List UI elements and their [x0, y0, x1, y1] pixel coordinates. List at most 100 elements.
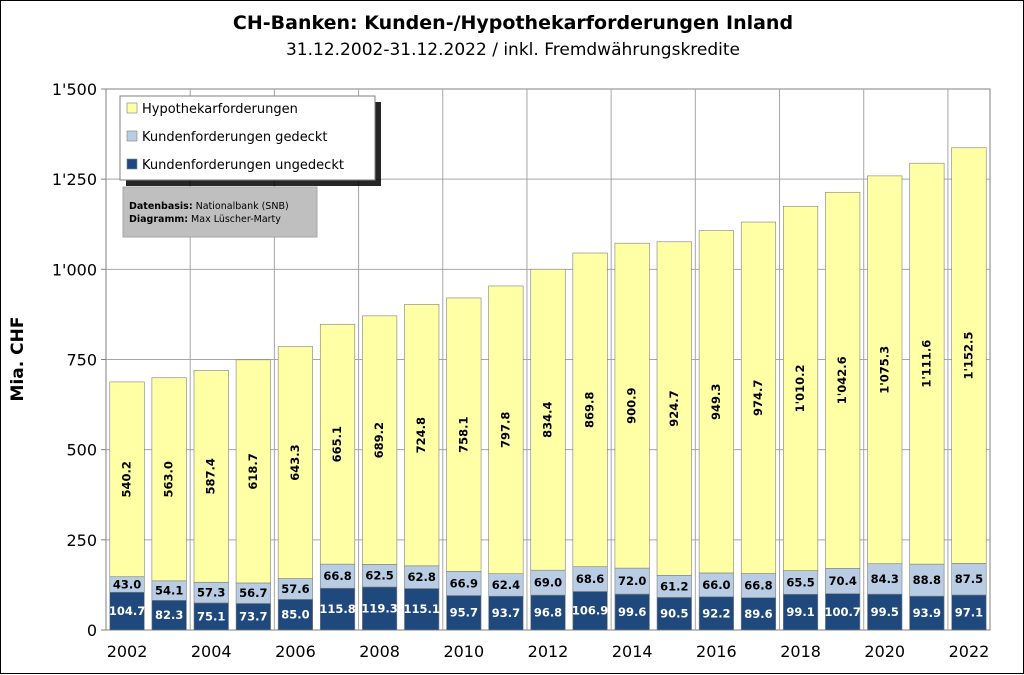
data-label: 43.0: [113, 577, 141, 591]
bar-segment: [109, 591, 145, 631]
bar-segment: [867, 175, 903, 565]
x-tick-label: 2016: [696, 642, 737, 661]
data-label: 97.1: [955, 605, 983, 619]
bar-segment: [319, 563, 356, 589]
info-source-label: Datenbasis:: [129, 201, 193, 212]
info-box-bg: [122, 186, 318, 238]
data-label: 115.8: [319, 602, 355, 616]
data-label: 69.0: [534, 576, 562, 590]
data-label: 62.4: [492, 578, 520, 592]
data-label: 758.1: [456, 416, 470, 452]
data-label: 99.5: [871, 605, 899, 619]
data-label: 689.2: [372, 422, 386, 458]
x-tick-label: 2022: [949, 642, 990, 661]
data-label: 563.0: [162, 461, 176, 497]
bar-segment: [867, 593, 903, 631]
x-tick-label: 2010: [443, 642, 484, 661]
x-tick-label: 2012: [528, 642, 569, 661]
data-label: 70.4: [828, 574, 856, 588]
data-label: 95.7: [450, 606, 478, 620]
bar-segment: [235, 359, 271, 584]
data-label: 1'010.2: [793, 365, 807, 413]
bar-segment: [446, 571, 482, 596]
y-tick-label: 500: [66, 441, 97, 460]
bar-segment: [909, 595, 945, 631]
x-tick-label: 2006: [275, 642, 316, 661]
bar-segment: [235, 603, 271, 631]
data-label: 99.6: [618, 605, 646, 619]
data-label: 54.1: [155, 584, 183, 598]
bar-segment: [319, 587, 356, 631]
bar-segment: [909, 563, 945, 597]
data-label: 1'152.5: [961, 332, 975, 380]
bar-segment: [488, 285, 524, 574]
data-label: 62.5: [365, 569, 393, 583]
data-label: 61.2: [660, 579, 688, 593]
data-label: 106.9: [572, 604, 608, 618]
data-label: 96.8: [534, 606, 562, 620]
data-label: 724.8: [414, 417, 428, 453]
data-label: 93.9: [913, 606, 941, 620]
y-tick-label: 0: [87, 621, 97, 640]
data-label: 68.6: [576, 572, 604, 586]
bar-segment: [404, 304, 440, 567]
x-tick-label: 2020: [864, 642, 905, 661]
bar-segment: [530, 569, 566, 596]
legend: Hypothekarforderungen Kundenforderungen g…: [119, 95, 381, 186]
bar-segment: [193, 370, 229, 583]
data-label: 949.3: [709, 384, 723, 420]
info-box: Datenbasis: Nationalbank (SNB) Diagramm: M…: [122, 186, 318, 238]
legend-label: Kundenforderungen ungedeckt: [142, 158, 344, 173]
axes-group: 0 250 500 750 1'000 1'250 1'500 2002 2004 2006 200…: [52, 80, 989, 661]
legend-label: Hypothekarforderungen: [142, 102, 298, 117]
bar-segment: [193, 602, 229, 631]
data-label: 618.7: [246, 453, 260, 489]
legend-label: Kundenforderungen gedeckt: [142, 130, 327, 145]
bar-segment: [656, 241, 692, 576]
bar-segment: [698, 596, 734, 631]
data-label: 89.6: [744, 607, 772, 621]
info-source-value: Nationalbank (SNB): [196, 201, 289, 212]
bar-segment: [109, 381, 145, 578]
data-label: 540.2: [120, 461, 134, 497]
bar-segment: [151, 600, 187, 631]
x-tick-label: 2008: [359, 642, 400, 661]
data-label: 75.1: [197, 609, 225, 623]
data-label: 84.3: [871, 572, 899, 586]
data-label: 115.1: [404, 602, 440, 616]
bar-segment: [951, 147, 987, 564]
bar-segment: [319, 323, 356, 565]
bar-segment: [825, 567, 861, 594]
bar-segment: [277, 599, 313, 631]
bar-segment: [446, 595, 482, 631]
info-author-value: Max Lüscher-Marty: [191, 214, 281, 225]
bar-segment: [488, 595, 524, 631]
x-tick-label: 2018: [780, 642, 821, 661]
data-label: 924.7: [667, 390, 681, 426]
data-label: 587.4: [204, 458, 218, 494]
bar-segment: [530, 268, 566, 571]
bar-segment: [572, 591, 608, 631]
data-label: 900.9: [625, 387, 639, 423]
y-tick-label: 1'000: [52, 260, 97, 279]
data-label: 73.7: [239, 610, 267, 624]
data-label: 66.9: [450, 576, 478, 590]
data-label: 119.3: [361, 601, 397, 615]
y-tick-label: 750: [66, 351, 97, 370]
bars-group: 104.7 43.0 540.2 82.3 54.1 563.0 75.1 57.3 587.4…: [109, 147, 987, 631]
bar-segment: [151, 377, 187, 582]
y-tick-label: 1'250: [52, 170, 97, 189]
data-label: 92.2: [702, 606, 730, 620]
bar-segment: [951, 594, 987, 631]
x-tick-label: 2004: [191, 642, 232, 661]
info-author-label: Diagramm:: [129, 214, 188, 225]
bar-segment: [614, 567, 650, 595]
bar-segment: [951, 563, 987, 596]
data-label: 974.7: [751, 380, 765, 416]
x-tick-label: 2002: [107, 642, 148, 661]
data-label: 66.0: [702, 578, 730, 592]
bar-segment: [825, 593, 861, 631]
y-axis-label: Mia. CHF: [8, 317, 28, 402]
